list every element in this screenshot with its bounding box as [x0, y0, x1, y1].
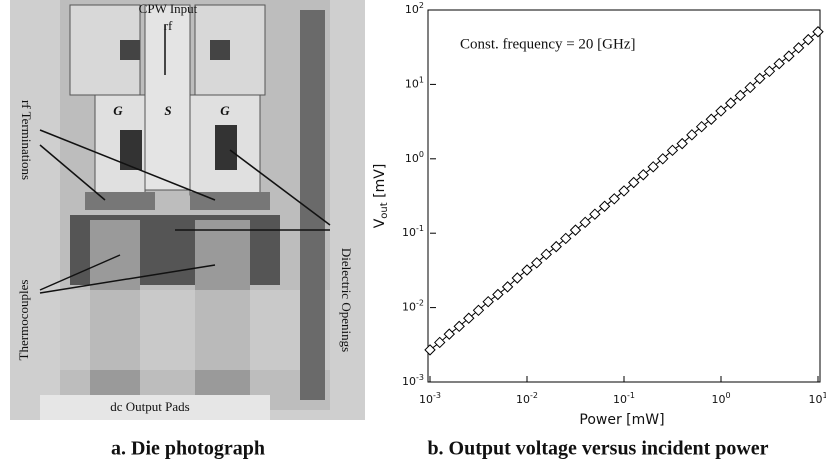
data-point [531, 257, 543, 269]
data-point [453, 320, 465, 333]
data-point [725, 97, 737, 109]
data-point [598, 200, 611, 212]
photo-label: rf [164, 18, 173, 33]
tick-label: 10-2 [402, 298, 424, 314]
data-point [608, 193, 620, 205]
photo-label: S [164, 103, 171, 118]
data-point [763, 65, 776, 78]
photo-label: G [113, 103, 123, 118]
data-point [434, 336, 446, 349]
data-point [579, 216, 591, 229]
data-point [628, 176, 640, 189]
x-axis-label: Power [mW] [579, 412, 664, 428]
tick-label: 100 [711, 391, 730, 407]
tick-label: 10-3 [402, 373, 424, 389]
caption: b. Output voltage versus incident power [427, 438, 768, 460]
data-point [792, 42, 805, 54]
data-point [521, 264, 533, 276]
tick-label: 101 [405, 75, 424, 91]
data-point [472, 304, 485, 317]
data-point [783, 50, 795, 62]
photo-label: CPW Input [139, 1, 198, 16]
tick-label: 101 [808, 391, 826, 407]
annotation: Const. frequency = 20 [GHz] [460, 36, 636, 52]
tick-label: 102 [405, 1, 424, 17]
tick-label: 10-2 [516, 391, 538, 407]
data-point [666, 144, 679, 157]
tick-label: 10-1 [402, 224, 424, 240]
data-point [637, 169, 649, 181]
data-point [705, 113, 717, 125]
data-point [773, 57, 785, 70]
data-point [695, 120, 708, 133]
data-point [492, 288, 504, 301]
data-point [676, 137, 688, 150]
tick-label: 100 [405, 149, 424, 165]
photo-label: G [220, 103, 230, 118]
data-point [589, 208, 601, 220]
data-point [550, 240, 562, 253]
data-point [540, 248, 552, 261]
photo-label: dc Output Pads [110, 399, 189, 414]
data-point [715, 105, 727, 117]
y-axis-label: Vout [mV] [372, 164, 390, 229]
data-point [686, 129, 698, 141]
data-point [744, 81, 756, 94]
data-point [560, 232, 572, 245]
data-point [424, 344, 436, 356]
data-point [443, 328, 455, 340]
data-point [802, 33, 814, 46]
data-point [647, 161, 659, 173]
data-point [734, 89, 746, 102]
photo-label: Thermocouples [16, 280, 31, 361]
data-point [754, 72, 766, 85]
data-point [511, 272, 523, 284]
tick-label: 10-1 [613, 391, 635, 407]
data-point [482, 296, 494, 308]
data-point [501, 281, 514, 293]
data-point [812, 26, 824, 38]
photo-label: rf Terminations [19, 100, 34, 180]
data-point [657, 153, 669, 165]
die-photo: CPW Input rf G S G rf Terminations Therm… [10, 0, 365, 420]
photo-label: Dielectric Openings [339, 248, 354, 352]
caption: a. Die photograph [111, 438, 265, 460]
data-point [618, 185, 630, 197]
data-point [569, 224, 582, 236]
tick-label: 10-3 [419, 391, 441, 407]
data-point [463, 312, 475, 324]
